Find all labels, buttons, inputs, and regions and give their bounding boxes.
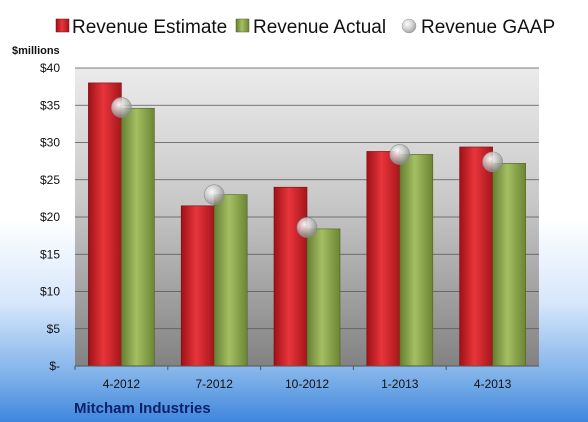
y-axis-unit-label: $millions xyxy=(12,45,60,57)
gaap-marker xyxy=(111,97,132,118)
gaap-markers xyxy=(111,97,503,238)
y-tick-label: $5 xyxy=(47,322,61,336)
y-tick-label: $25 xyxy=(40,173,60,187)
bar-actual xyxy=(306,228,341,367)
gaap-marker xyxy=(203,184,225,205)
legend-swatch-actual xyxy=(235,18,250,33)
gaap-marker xyxy=(296,217,318,238)
bar-actual xyxy=(399,154,434,367)
legend-label-actual: Revenue Actual xyxy=(253,17,386,38)
y-axis-ticks: $- $5 $10 $15 $20 $25 $30 $35 $40 xyxy=(40,61,60,373)
bar-estimate xyxy=(180,205,215,367)
x-tick-label: 4-2012 xyxy=(103,377,141,391)
y-tick-label: $40 xyxy=(40,61,60,75)
gaap-marker xyxy=(482,151,503,173)
legend-label-gaap: Revenue GAAP xyxy=(421,17,555,38)
y-tick-label: $15 xyxy=(40,247,60,261)
y-tick-label: $35 xyxy=(40,98,60,112)
legend: Revenue Estimate Revenue Actual Revenue … xyxy=(55,17,555,38)
company-name: Mitcham Industries xyxy=(74,400,211,417)
bar-estimate xyxy=(273,186,308,367)
x-axis-ticks: 4-2012 7-2012 10-2012 1-2013 4-2013 xyxy=(74,366,512,391)
legend-marker-gaap xyxy=(401,18,417,34)
y-tick-label: $20 xyxy=(40,210,60,224)
x-tick-label: 10-2012 xyxy=(285,377,329,391)
bars xyxy=(88,82,526,367)
x-tick-label: 1-2013 xyxy=(381,377,419,391)
bar-estimate xyxy=(459,146,493,367)
legend-label-estimate: Revenue Estimate xyxy=(72,17,227,38)
y-tick-label: $30 xyxy=(40,136,60,150)
bar-actual xyxy=(492,163,526,367)
x-tick-label: 4-2013 xyxy=(474,377,512,391)
y-tick-label: $- xyxy=(49,359,60,373)
bar-actual xyxy=(213,194,248,367)
bar-estimate xyxy=(366,151,401,367)
gaap-marker xyxy=(389,144,411,165)
legend-swatch-estimate xyxy=(55,18,70,33)
bar-actual xyxy=(121,107,155,367)
bar-estimate xyxy=(88,82,122,367)
y-tick-label: $10 xyxy=(40,285,60,299)
x-tick-label: 7-2012 xyxy=(196,377,234,391)
